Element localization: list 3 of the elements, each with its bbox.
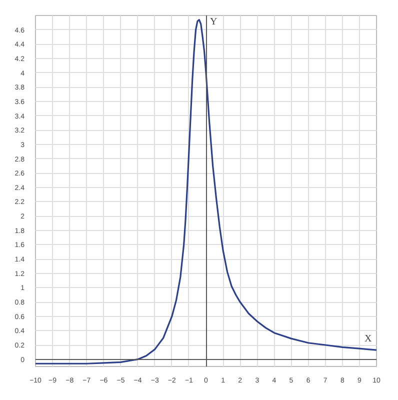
- line-series: [36, 19, 376, 364]
- x-axis-title: X: [364, 333, 372, 344]
- y-axis-title: Y: [210, 16, 218, 28]
